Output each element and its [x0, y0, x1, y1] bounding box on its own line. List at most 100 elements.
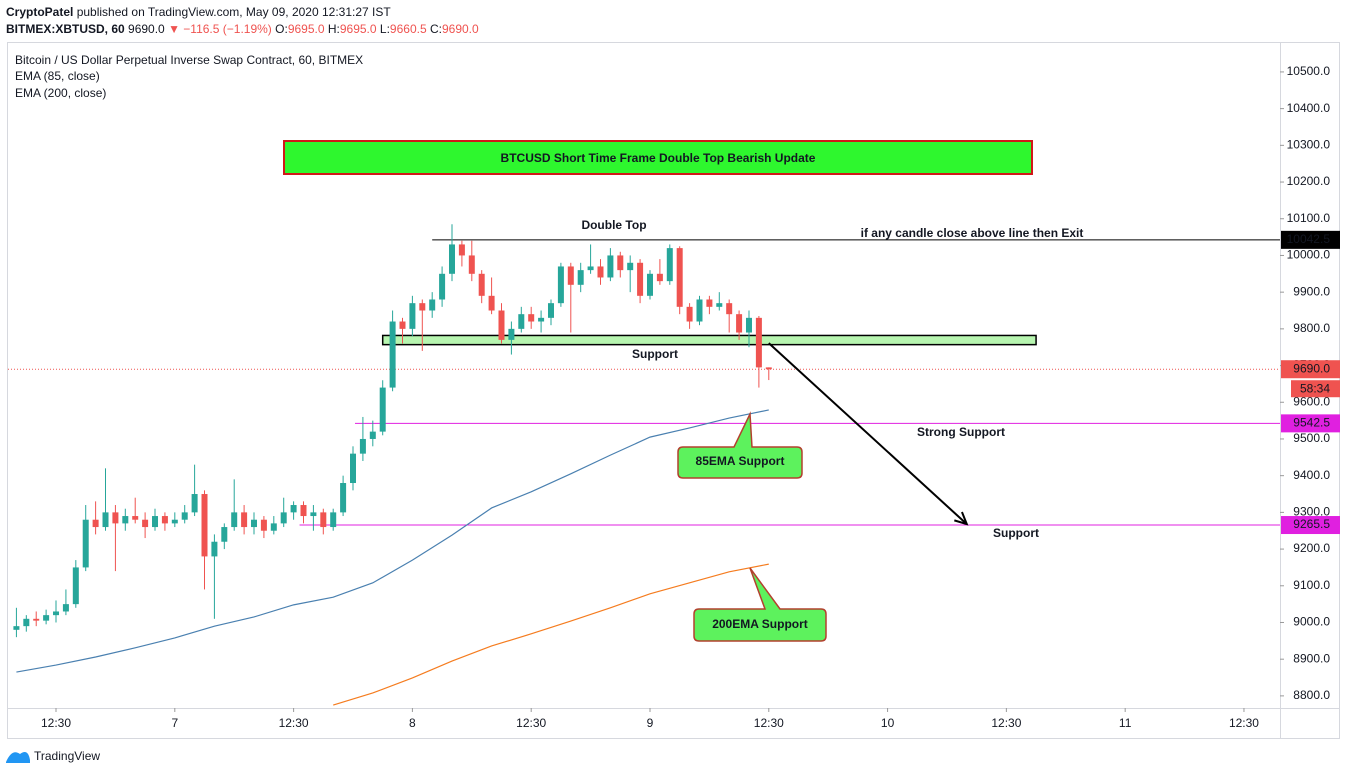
candle-body	[211, 541, 218, 557]
y-tick-label: 10400.0	[1287, 101, 1331, 115]
support-zone	[381, 334, 1037, 346]
candle-body	[161, 516, 168, 524]
ohlc-o: 9695.0	[288, 22, 325, 36]
candle-body	[201, 494, 208, 557]
price-label-box	[1281, 360, 1340, 379]
title-box	[283, 140, 1033, 175]
candle-body	[468, 255, 475, 274]
candle-body	[745, 317, 752, 333]
annotation: if any candle close above line then Exit	[861, 226, 1084, 240]
x-tick-label: 12:30	[754, 716, 784, 730]
candle-body	[646, 273, 653, 296]
candle-body	[13, 626, 20, 630]
candle-body	[528, 314, 535, 322]
y-tick-label: 9100.0	[1293, 578, 1330, 592]
legend-entry: EMA (85, close)	[15, 69, 100, 83]
annotation: Strong Support	[917, 425, 1005, 439]
candle-body	[320, 512, 327, 528]
candle-body	[132, 516, 139, 520]
projection-arrow	[768, 342, 968, 525]
candle-body	[666, 248, 673, 282]
candle-body	[369, 431, 376, 439]
candle-body	[587, 266, 594, 271]
change: ▼ −116.5 (−1.19%)	[168, 22, 272, 36]
candle-body	[191, 494, 198, 513]
y-tick-label: 8900.0	[1293, 651, 1330, 665]
x-tick-label: 12:30	[516, 716, 546, 730]
x-tick-label: 12:30	[41, 716, 71, 730]
candle-body	[755, 317, 762, 368]
candle-body	[280, 512, 287, 524]
price-label-box	[1281, 516, 1340, 535]
candle-body	[290, 505, 297, 513]
price-label: 9265.5	[1293, 517, 1330, 531]
candle-body	[102, 512, 109, 528]
candle-body	[597, 266, 604, 278]
annotation: Double Top	[581, 218, 646, 232]
x-tick-label: 12:30	[991, 716, 1021, 730]
price-label: 9542.5	[1293, 416, 1330, 430]
candle-body	[310, 512, 317, 517]
candle-body	[142, 519, 149, 528]
candle-body	[251, 519, 258, 528]
candle-body	[429, 299, 436, 311]
candle-body	[270, 523, 277, 531]
x-tick-label: 11	[1119, 716, 1132, 730]
candle-body	[726, 303, 733, 315]
candle-body	[538, 317, 545, 322]
price-label: 9690.0	[1293, 361, 1330, 375]
candle-body	[607, 255, 614, 278]
candle-body	[686, 306, 693, 322]
candle-body	[122, 516, 129, 524]
countdown-box	[1291, 380, 1340, 398]
candle-body	[23, 618, 30, 627]
plot-area	[8, 224, 1280, 706]
published: published on TradingView.com, May 09, 20…	[77, 5, 392, 19]
y-tick-label: 9500.0	[1293, 431, 1330, 445]
candle-body	[241, 512, 248, 528]
y-tick-label: 9200.0	[1293, 541, 1330, 555]
y-tick-label: 10200.0	[1287, 174, 1331, 188]
countdown: 58:34	[1300, 381, 1330, 395]
candle-body	[706, 299, 713, 307]
candle-body	[171, 519, 178, 524]
candle-body	[448, 244, 455, 274]
candle-body	[231, 512, 238, 528]
price-label: 10042.5	[1287, 232, 1331, 246]
x-tick-label: 8	[409, 716, 416, 730]
price-label-box	[1281, 414, 1340, 433]
candle-body	[330, 512, 337, 528]
candle-body	[488, 295, 495, 311]
candle-body	[617, 255, 624, 271]
chart-title: BTCUSD Short Time Frame Double Top Beari…	[501, 151, 816, 165]
candle-body	[62, 604, 69, 612]
ema-line	[16, 409, 769, 673]
x-tick-label: 10	[881, 716, 895, 730]
candle-body	[557, 266, 564, 304]
candle-body	[181, 512, 188, 520]
annotation: Support	[993, 526, 1039, 540]
chart-subtitle: Bitcoin / US Dollar Perpetual Inverse Sw…	[15, 53, 363, 67]
candle-body	[627, 262, 634, 271]
y-tick-label: 9000.0	[1293, 615, 1330, 629]
candle-body	[577, 270, 584, 285]
ohlc-h: 9695.0	[340, 22, 377, 36]
candle-body	[350, 453, 357, 484]
candle-body	[419, 303, 426, 311]
candle-body	[765, 367, 772, 370]
candle-body	[379, 387, 386, 432]
candle-body	[676, 248, 683, 307]
ohlc-h-label: H:	[328, 22, 340, 36]
x-tick-label: 9	[647, 716, 654, 730]
y-tick-label: 10500.0	[1287, 64, 1331, 78]
y-tick-label: 9600.0	[1293, 394, 1330, 408]
candle-body	[399, 321, 406, 329]
candle-body	[389, 321, 396, 388]
candle-body	[567, 266, 574, 285]
candle-body	[736, 314, 743, 333]
candle-body	[260, 519, 267, 531]
candle-body	[547, 303, 554, 318]
y-tick-label: 10100.0	[1287, 211, 1331, 225]
candle-body	[359, 438, 366, 454]
